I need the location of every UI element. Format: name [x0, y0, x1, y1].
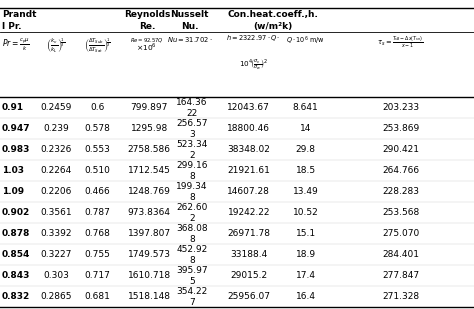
Text: 0.854: 0.854 [2, 250, 30, 260]
Text: 395.97
5: 395.97 5 [176, 266, 208, 286]
Text: 16.4: 16.4 [296, 292, 316, 302]
Text: 0.303: 0.303 [43, 271, 69, 281]
Text: (w/m²k): (w/m²k) [253, 22, 292, 31]
Text: 1518.148: 1518.148 [128, 292, 171, 302]
Text: 0.2865: 0.2865 [40, 292, 72, 302]
Text: $Q \cdot 10^6\ \mathrm{m/w}$: $Q \cdot 10^6\ \mathrm{m/w}$ [286, 35, 325, 47]
Text: 0.3392: 0.3392 [40, 229, 72, 239]
Text: 29015.2: 29015.2 [230, 271, 267, 281]
Text: l Pr.: l Pr. [2, 22, 21, 31]
Text: 38348.02: 38348.02 [228, 145, 270, 154]
Text: 0.2459: 0.2459 [40, 103, 72, 112]
Text: 13.49: 13.49 [293, 187, 319, 197]
Text: 8.641: 8.641 [293, 103, 319, 112]
Text: $Pr = \frac{c_p\mu}{k}$: $Pr = \frac{c_p\mu}{k}$ [2, 36, 30, 53]
Text: 0.2206: 0.2206 [40, 187, 72, 197]
Text: 264.766: 264.766 [382, 166, 419, 176]
Text: 262.60
2: 262.60 2 [176, 203, 208, 222]
Text: 0.947: 0.947 [2, 124, 30, 133]
Text: 0.681: 0.681 [84, 292, 110, 302]
Text: 15.1: 15.1 [296, 229, 316, 239]
Text: 33188.4: 33188.4 [230, 250, 267, 260]
Text: $\left(\frac{k_v}{k_L}\right)^{\!\frac{1}{2}}$: $\left(\frac{k_v}{k_L}\right)^{\!\frac{1… [46, 36, 65, 55]
Text: 0.3561: 0.3561 [40, 208, 72, 218]
Text: 0.2264: 0.2264 [40, 166, 72, 176]
Text: 1248.769: 1248.769 [128, 187, 171, 197]
Text: 973.8364: 973.8364 [128, 208, 171, 218]
Text: 1.03: 1.03 [2, 166, 24, 176]
Text: 19242.22: 19242.22 [228, 208, 270, 218]
Text: 228.283: 228.283 [382, 187, 419, 197]
Text: 0.843: 0.843 [2, 271, 30, 281]
Text: $\tau_s = \frac{T_{sB} - \Delta x(T_{sn})}{x-1}$: $\tau_s = \frac{T_{sB} - \Delta x(T_{sn}… [377, 35, 424, 50]
Text: Nu.: Nu. [181, 22, 198, 31]
Text: $Nu = 31.702\cdot$: $Nu = 31.702\cdot$ [167, 35, 212, 44]
Text: $\overset{Re = 92.57Q}{\times 10^6}$: $\overset{Re = 92.57Q}{\times 10^6}$ [130, 36, 164, 53]
Text: $\left(\frac{\Delta T_{Sub}}{\Delta T_{Sat}}\right)^{\!\frac{1}{2}}$: $\left(\frac{\Delta T_{Sub}}{\Delta T_{S… [84, 36, 110, 55]
Text: 164.36
22: 164.36 22 [176, 98, 208, 117]
Text: 14: 14 [300, 124, 311, 133]
Text: 452.92
8: 452.92 8 [176, 245, 208, 265]
Text: 271.328: 271.328 [382, 292, 419, 302]
Text: 26971.78: 26971.78 [228, 229, 270, 239]
Text: 14607.28: 14607.28 [228, 187, 270, 197]
Text: 199.34
8: 199.34 8 [176, 182, 208, 201]
Text: 18.5: 18.5 [296, 166, 316, 176]
Text: Nusselt: Nusselt [170, 10, 209, 19]
Text: 29.8: 29.8 [296, 145, 316, 154]
Text: 18.9: 18.9 [296, 250, 316, 260]
Text: 1397.807: 1397.807 [128, 229, 171, 239]
Text: Reynolds: Reynolds [124, 10, 170, 19]
Text: Re.: Re. [139, 22, 155, 31]
Text: 0.466: 0.466 [84, 187, 110, 197]
Text: 256.57
3: 256.57 3 [176, 119, 208, 138]
Text: 0.91: 0.91 [2, 103, 24, 112]
Text: 253.869: 253.869 [382, 124, 419, 133]
Text: 1610.718: 1610.718 [128, 271, 171, 281]
Text: 0.578: 0.578 [84, 124, 110, 133]
Text: 0.3227: 0.3227 [40, 250, 72, 260]
Text: 0.755: 0.755 [84, 250, 110, 260]
Text: 17.4: 17.4 [296, 271, 316, 281]
Text: 0.239: 0.239 [43, 124, 69, 133]
Text: 0.553: 0.553 [84, 145, 110, 154]
Text: 10.52: 10.52 [293, 208, 319, 218]
Text: $h = 2322.97 \cdot Q \cdot$: $h = 2322.97 \cdot Q \cdot$ [227, 33, 281, 43]
Text: Prandt: Prandt [2, 10, 36, 19]
Text: 203.233: 203.233 [382, 103, 419, 112]
Text: $10^4\!\left(\frac{\sigma_v}{\sigma_w}\right)^{\!2}$: $10^4\!\left(\frac{\sigma_v}{\sigma_w}\r… [239, 57, 268, 70]
Text: 253.568: 253.568 [382, 208, 419, 218]
Text: 1712.545: 1712.545 [128, 166, 171, 176]
Text: 0.787: 0.787 [84, 208, 110, 218]
Text: 0.510: 0.510 [84, 166, 110, 176]
Text: 0.6: 0.6 [90, 103, 104, 112]
Text: 299.16
8: 299.16 8 [176, 161, 208, 180]
Text: 290.421: 290.421 [382, 145, 419, 154]
Text: 0.768: 0.768 [84, 229, 110, 239]
Text: 21921.61: 21921.61 [228, 166, 270, 176]
Text: 25956.07: 25956.07 [228, 292, 270, 302]
Text: 277.847: 277.847 [382, 271, 419, 281]
Text: 0.983: 0.983 [2, 145, 30, 154]
Text: 1295.98: 1295.98 [131, 124, 168, 133]
Text: 354.22
7: 354.22 7 [176, 287, 208, 307]
Text: 523.34
2: 523.34 2 [176, 140, 208, 159]
Text: 368.08
8: 368.08 8 [176, 224, 208, 243]
Text: Con.heat.coeff.,h.: Con.heat.coeff.,h. [227, 10, 318, 19]
Text: 275.070: 275.070 [382, 229, 419, 239]
Text: 0.717: 0.717 [84, 271, 110, 281]
Text: 284.401: 284.401 [382, 250, 419, 260]
Text: 1749.573: 1749.573 [128, 250, 171, 260]
Text: 18800.46: 18800.46 [228, 124, 270, 133]
Text: 1.09: 1.09 [2, 187, 24, 197]
Text: 0.902: 0.902 [2, 208, 30, 218]
Text: 799.897: 799.897 [131, 103, 168, 112]
Text: 0.832: 0.832 [2, 292, 30, 302]
Text: 0.878: 0.878 [2, 229, 30, 239]
Text: 2758.586: 2758.586 [128, 145, 171, 154]
Text: 0.2326: 0.2326 [40, 145, 72, 154]
Text: 12043.67: 12043.67 [228, 103, 270, 112]
